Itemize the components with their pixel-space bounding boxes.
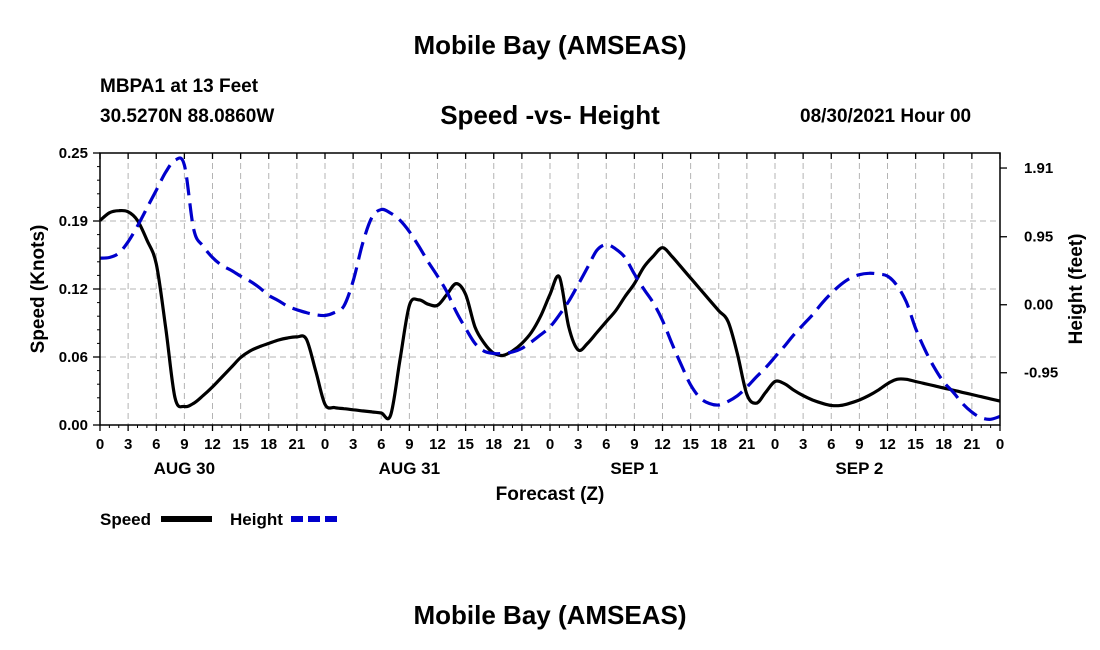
- axis-labels: 0 3 6 9 12 15 18 21 0 3 6 9 12 15 18 21 0 3 6 9 12 15 18 21 0 3 6 9…: [28, 145, 1087, 505]
- x-tick-label: 3: [799, 436, 807, 453]
- x-tick-label: 12: [654, 436, 671, 453]
- y2-axis-title: Height (feet): [1066, 234, 1087, 345]
- x-tick-label: 0: [996, 436, 1004, 453]
- x-tick-label: 15: [232, 436, 249, 453]
- x-tick-label: 12: [429, 436, 446, 453]
- x-tick-label: 21: [514, 436, 531, 453]
- y-axis-title: Speed (Knots): [28, 225, 49, 354]
- chart-footer-title: Mobile Bay (AMSEAS): [413, 600, 687, 630]
- x-tick-label: 21: [289, 436, 306, 453]
- x-tick-label: 18: [485, 436, 502, 453]
- x-tick-label: 12: [204, 436, 221, 453]
- date-label: AUG 30: [154, 459, 215, 478]
- x-tick-label: 15: [907, 436, 924, 453]
- x-tick-label: 15: [682, 436, 699, 453]
- x-axis-title: Forecast (Z): [496, 484, 605, 505]
- x-tick-label: 3: [124, 436, 132, 453]
- x-tick-label: 15: [457, 436, 474, 453]
- legend-speed-label: Speed: [100, 510, 151, 529]
- date-label: AUG 31: [379, 459, 440, 478]
- x-tick-label: 3: [574, 436, 582, 453]
- x-tick-label: 9: [855, 436, 863, 453]
- legend: Speed Height: [100, 510, 342, 529]
- x-tick-label: 12: [879, 436, 896, 453]
- x-tick-label: 6: [602, 436, 610, 453]
- height-series-line: [99, 156, 1001, 421]
- x-tick-label: 6: [827, 436, 835, 453]
- x-tick-label: 0: [546, 436, 554, 453]
- x-tick-label: 9: [180, 436, 188, 453]
- station-label: MBPA1 at 13 Feet: [100, 76, 259, 97]
- speed-series-line: [98, 208, 1001, 421]
- y-tick-label: 0.12: [59, 281, 88, 298]
- y-tick-label: 0.19: [59, 213, 88, 230]
- y2-tick-label: 0.95: [1024, 229, 1053, 246]
- y-tick-label: 0.00: [59, 417, 88, 434]
- chart-subtitle: Speed -vs- Height: [440, 100, 660, 130]
- x-tick-label: 0: [96, 436, 104, 453]
- x-tick-label: 21: [964, 436, 981, 453]
- x-tick-label: 6: [152, 436, 160, 453]
- grid-lines: [100, 153, 1000, 425]
- x-tick-label: 21: [739, 436, 756, 453]
- x-tick-label: 9: [405, 436, 413, 453]
- x-tick-label: 9: [630, 436, 638, 453]
- x-tick-label: 6: [377, 436, 385, 453]
- y2-tick-label: 1.91: [1024, 160, 1053, 177]
- date-label: SEP 1: [610, 459, 658, 478]
- x-tick-label: 0: [321, 436, 329, 453]
- x-tick-label: 18: [710, 436, 727, 453]
- x-tick-label: 0: [771, 436, 779, 453]
- station-coordinates: 30.5270N 88.0860W: [100, 106, 275, 127]
- y2-tick-label: 0.00: [1024, 297, 1053, 314]
- chart-main-title: Mobile Bay (AMSEAS): [413, 30, 687, 60]
- x-tick-label: 3: [349, 436, 357, 453]
- y-tick-label: 0.06: [59, 349, 88, 366]
- y2-tick-label: -0.95: [1024, 365, 1058, 382]
- x-tick-label: 18: [260, 436, 277, 453]
- forecast-datetime: 08/30/2021 Hour 00: [800, 106, 972, 127]
- x-tick-label: 18: [935, 436, 952, 453]
- legend-height-label: Height: [230, 510, 283, 529]
- date-label: SEP 2: [835, 459, 883, 478]
- plot-frame: [99, 152, 1001, 426]
- series-lines: [98, 156, 1001, 421]
- y-tick-label: 0.25: [59, 145, 88, 162]
